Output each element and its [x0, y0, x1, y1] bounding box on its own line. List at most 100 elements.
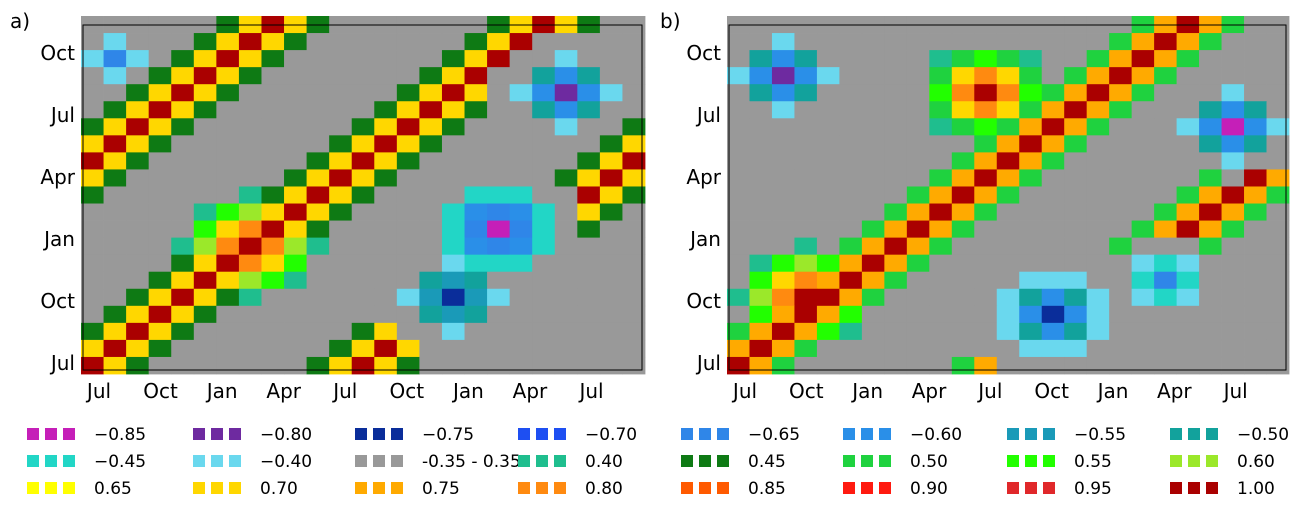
heatmap-cell	[216, 118, 240, 136]
heatmap-cell	[193, 203, 217, 221]
heatmap-cell	[1154, 356, 1177, 375]
legend-label: 0.45	[748, 452, 786, 472]
legend-label: 0.95	[1074, 479, 1112, 499]
heatmap-cell	[487, 322, 511, 341]
heatmap-cell	[193, 356, 217, 375]
heatmap-cell	[599, 152, 623, 170]
heatmap-cell	[599, 33, 623, 51]
heatmap-cell	[238, 271, 262, 290]
heatmap-cell	[839, 356, 863, 375]
heatmap-cell	[1266, 339, 1290, 358]
heatmap-cell	[771, 288, 795, 307]
heatmap-cell	[554, 118, 578, 136]
heatmap-cell	[1154, 288, 1177, 307]
heatmap-cell	[1041, 339, 1065, 358]
heatmap-cell	[974, 101, 998, 119]
heatmap-cell	[727, 254, 750, 273]
heatmap-cell	[103, 67, 127, 85]
heatmap-cell	[577, 67, 601, 85]
heatmap-cell	[1266, 169, 1290, 187]
heatmap-cell	[532, 186, 556, 204]
heatmap-cell	[622, 67, 646, 85]
heatmap-cell	[1131, 84, 1155, 102]
heatmap-cell	[1176, 288, 1200, 307]
heatmap-cell	[103, 203, 127, 221]
heatmap-cell	[374, 67, 398, 85]
heatmap-cell	[1041, 118, 1065, 136]
heatmap-cell	[1109, 152, 1133, 170]
heatmap-cell	[884, 186, 908, 204]
heatmap-cell	[1131, 271, 1155, 290]
heatmap-cell	[577, 322, 601, 341]
heatmap-cell	[1176, 237, 1200, 256]
heatmap-cell	[1221, 152, 1245, 170]
heatmap-cell	[794, 305, 818, 324]
x-tick-label: Apr	[513, 379, 548, 403]
heatmap-cell	[238, 356, 262, 375]
legend-swatch	[211, 455, 223, 467]
heatmap-cell	[906, 356, 930, 375]
heatmap-cell	[509, 169, 533, 187]
heatmap-cell	[861, 339, 885, 358]
heatmap-cell	[839, 50, 863, 68]
heatmap-cell	[238, 322, 262, 341]
heatmap-cell	[464, 305, 488, 324]
x-tick-label: Oct	[1034, 379, 1069, 403]
heatmap-cell	[622, 101, 646, 119]
x-tick-label: Jul	[1222, 379, 1248, 403]
heatmap-cell	[329, 67, 353, 85]
heatmap-cell	[81, 118, 104, 136]
heatmap-cell	[284, 169, 307, 187]
heatmap-cell	[816, 33, 840, 51]
heatmap-cell	[171, 186, 195, 204]
heatmap-cell	[374, 220, 398, 239]
heatmap-cell	[1176, 339, 1200, 358]
heatmap-cell	[839, 288, 863, 307]
heatmap-cell	[441, 322, 465, 341]
heatmap-cell	[906, 101, 930, 119]
heatmap-cell	[103, 271, 127, 290]
heatmap-cell	[216, 50, 240, 68]
legend-swatch	[843, 428, 855, 440]
legend-label: 0.90	[910, 479, 948, 499]
heatmap-cell	[81, 169, 104, 187]
y-tick-label: Jul	[49, 103, 75, 127]
heatmap-cell	[906, 33, 930, 51]
heatmap-cell	[794, 271, 818, 290]
heatmap-cell	[509, 305, 533, 324]
heatmap-cell	[509, 339, 533, 358]
heatmap-cell	[1131, 203, 1155, 221]
heatmap-cell	[396, 67, 420, 85]
legend-swatch	[1007, 455, 1019, 467]
heatmap-cell	[532, 67, 556, 85]
heatmap-cell	[816, 288, 840, 307]
heatmap-cell	[749, 152, 773, 170]
heatmap-cell	[103, 135, 127, 153]
heatmap-cell	[951, 305, 975, 324]
heatmap-cell	[1244, 288, 1267, 307]
legend-swatch	[518, 482, 530, 494]
heatmap-cell	[148, 254, 172, 273]
heatmap-cell	[1131, 186, 1155, 204]
heatmap-cell	[126, 322, 150, 341]
heatmap-cell	[951, 220, 975, 239]
y-tick-label: Oct	[40, 41, 75, 65]
legend-item: −0.55	[1007, 425, 1126, 445]
heatmap-cell	[306, 356, 330, 375]
heatmap-cell	[81, 67, 104, 85]
heatmap-cell	[1221, 305, 1245, 324]
heatmap-cell	[148, 84, 172, 102]
heatmap-cell	[884, 220, 908, 239]
heatmap-cell	[951, 322, 975, 341]
heatmap-cell	[464, 271, 488, 290]
heatmap-cell	[771, 203, 795, 221]
heatmap-cell	[1221, 67, 1245, 85]
heatmap-cell	[1086, 339, 1110, 358]
heatmap-cell	[103, 33, 127, 51]
heatmap-cell	[238, 169, 262, 187]
heatmap-cell	[1131, 135, 1155, 153]
heatmap-cell	[794, 237, 818, 256]
heatmap-cell	[749, 84, 773, 102]
heatmap-cell	[441, 288, 465, 307]
heatmap-cell	[1086, 322, 1110, 341]
